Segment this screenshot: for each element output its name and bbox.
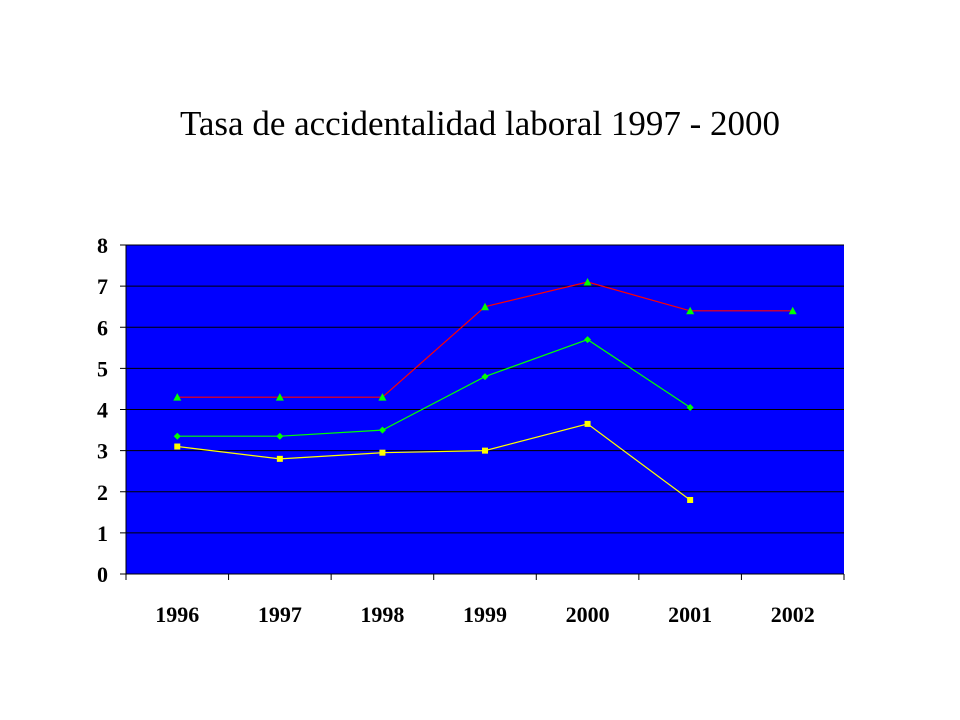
data-point bbox=[584, 420, 591, 427]
y-tick-label: 1 bbox=[97, 521, 108, 546]
y-axis-ticks: 0 1 2 3 4 5 6 7 8 bbox=[97, 233, 126, 587]
y-tick-label: 4 bbox=[97, 398, 108, 423]
series-3 bbox=[174, 420, 694, 503]
y-tick-label: 8 bbox=[97, 233, 108, 258]
x-tick-label: 2000 bbox=[566, 602, 610, 627]
data-point bbox=[482, 447, 488, 454]
series-line bbox=[177, 423, 691, 501]
data-point bbox=[275, 393, 284, 401]
x-tick-label: 1998 bbox=[360, 602, 404, 627]
y-tick-label: 6 bbox=[97, 315, 108, 340]
data-point bbox=[173, 432, 181, 440]
data-point bbox=[378, 393, 387, 401]
y-tick-label: 7 bbox=[97, 274, 108, 299]
series-group bbox=[173, 278, 797, 503]
data-point bbox=[583, 278, 592, 286]
x-tick-label: 2002 bbox=[771, 602, 815, 627]
series-2 bbox=[173, 336, 694, 440]
series-line bbox=[177, 338, 691, 437]
data-point bbox=[276, 432, 284, 440]
data-point bbox=[173, 393, 182, 401]
data-point bbox=[686, 306, 695, 315]
x-axis-ticks: 1996 1997 1998 1999 2000 2001 2002 bbox=[125, 574, 845, 627]
y-tick-label: 5 bbox=[97, 356, 108, 381]
data-point bbox=[379, 449, 386, 456]
data-point bbox=[687, 496, 694, 503]
chart-title: Tasa de accidentalidad laboral 1997 - 20… bbox=[179, 104, 781, 143]
data-point bbox=[788, 306, 797, 315]
x-tick-label: 2001 bbox=[668, 602, 712, 627]
series-1 bbox=[173, 278, 797, 401]
data-point bbox=[276, 455, 283, 462]
data-point bbox=[174, 443, 181, 450]
data-point bbox=[686, 403, 694, 411]
data-point bbox=[481, 373, 489, 381]
data-point bbox=[584, 336, 592, 344]
axes bbox=[125, 245, 844, 579]
x-tick-label: 1999 bbox=[463, 602, 507, 627]
y-tick-label: 0 bbox=[97, 562, 108, 587]
x-tick-label: 1996 bbox=[155, 602, 199, 627]
x-tick-label: 1997 bbox=[258, 602, 302, 627]
data-point bbox=[378, 426, 386, 434]
data-point bbox=[481, 302, 489, 311]
y-tick-label: 3 bbox=[97, 439, 108, 464]
y-tick-label: 2 bbox=[97, 480, 108, 505]
